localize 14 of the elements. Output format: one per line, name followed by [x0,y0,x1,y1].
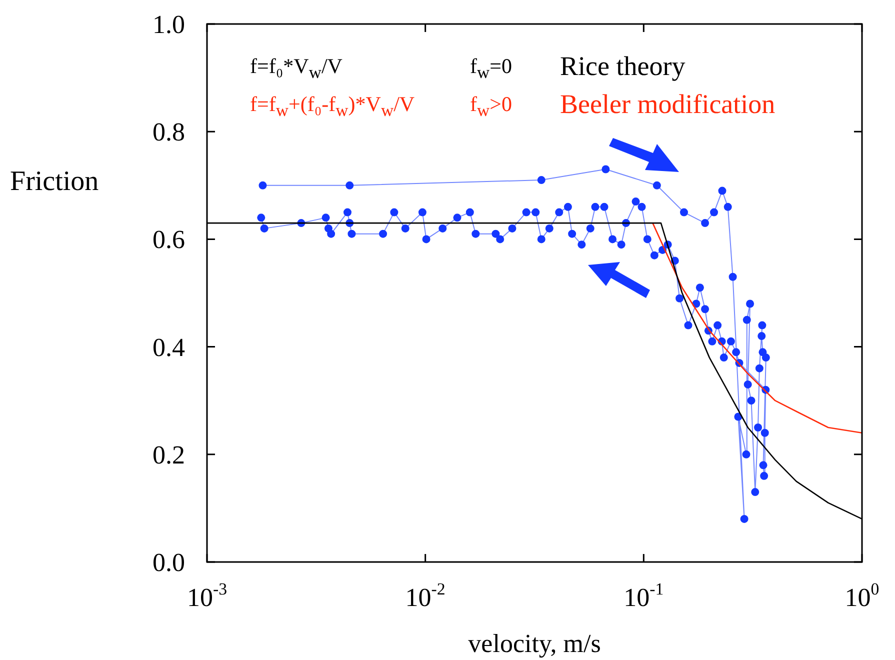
text: Beeler modification [560,88,776,122]
annotation: f$_{w}$=0 [470,53,513,84]
y-tick-label: 0.2 [152,440,185,470]
y-tick-label: 0.4 [152,332,185,362]
annotation: f=f₀*V$_{w}$/V [250,53,344,84]
x-axis-title: velocity, m/s [468,629,601,658]
y-tick-label: 1.0 [152,10,185,39]
y-tick-label: 0.6 [152,225,185,254]
y-tick-label: 0.8 [152,118,185,147]
legend-label: Rice theory [560,50,686,83]
y-axis-title: Friction [10,166,99,197]
y-tick-label: 0.0 [152,548,185,577]
annotation: f$_{w}$>0 [470,91,513,122]
annotation: f=f$_{w}$+(f₀-f$_{w}$)*V$_{w}$/V [250,91,416,122]
